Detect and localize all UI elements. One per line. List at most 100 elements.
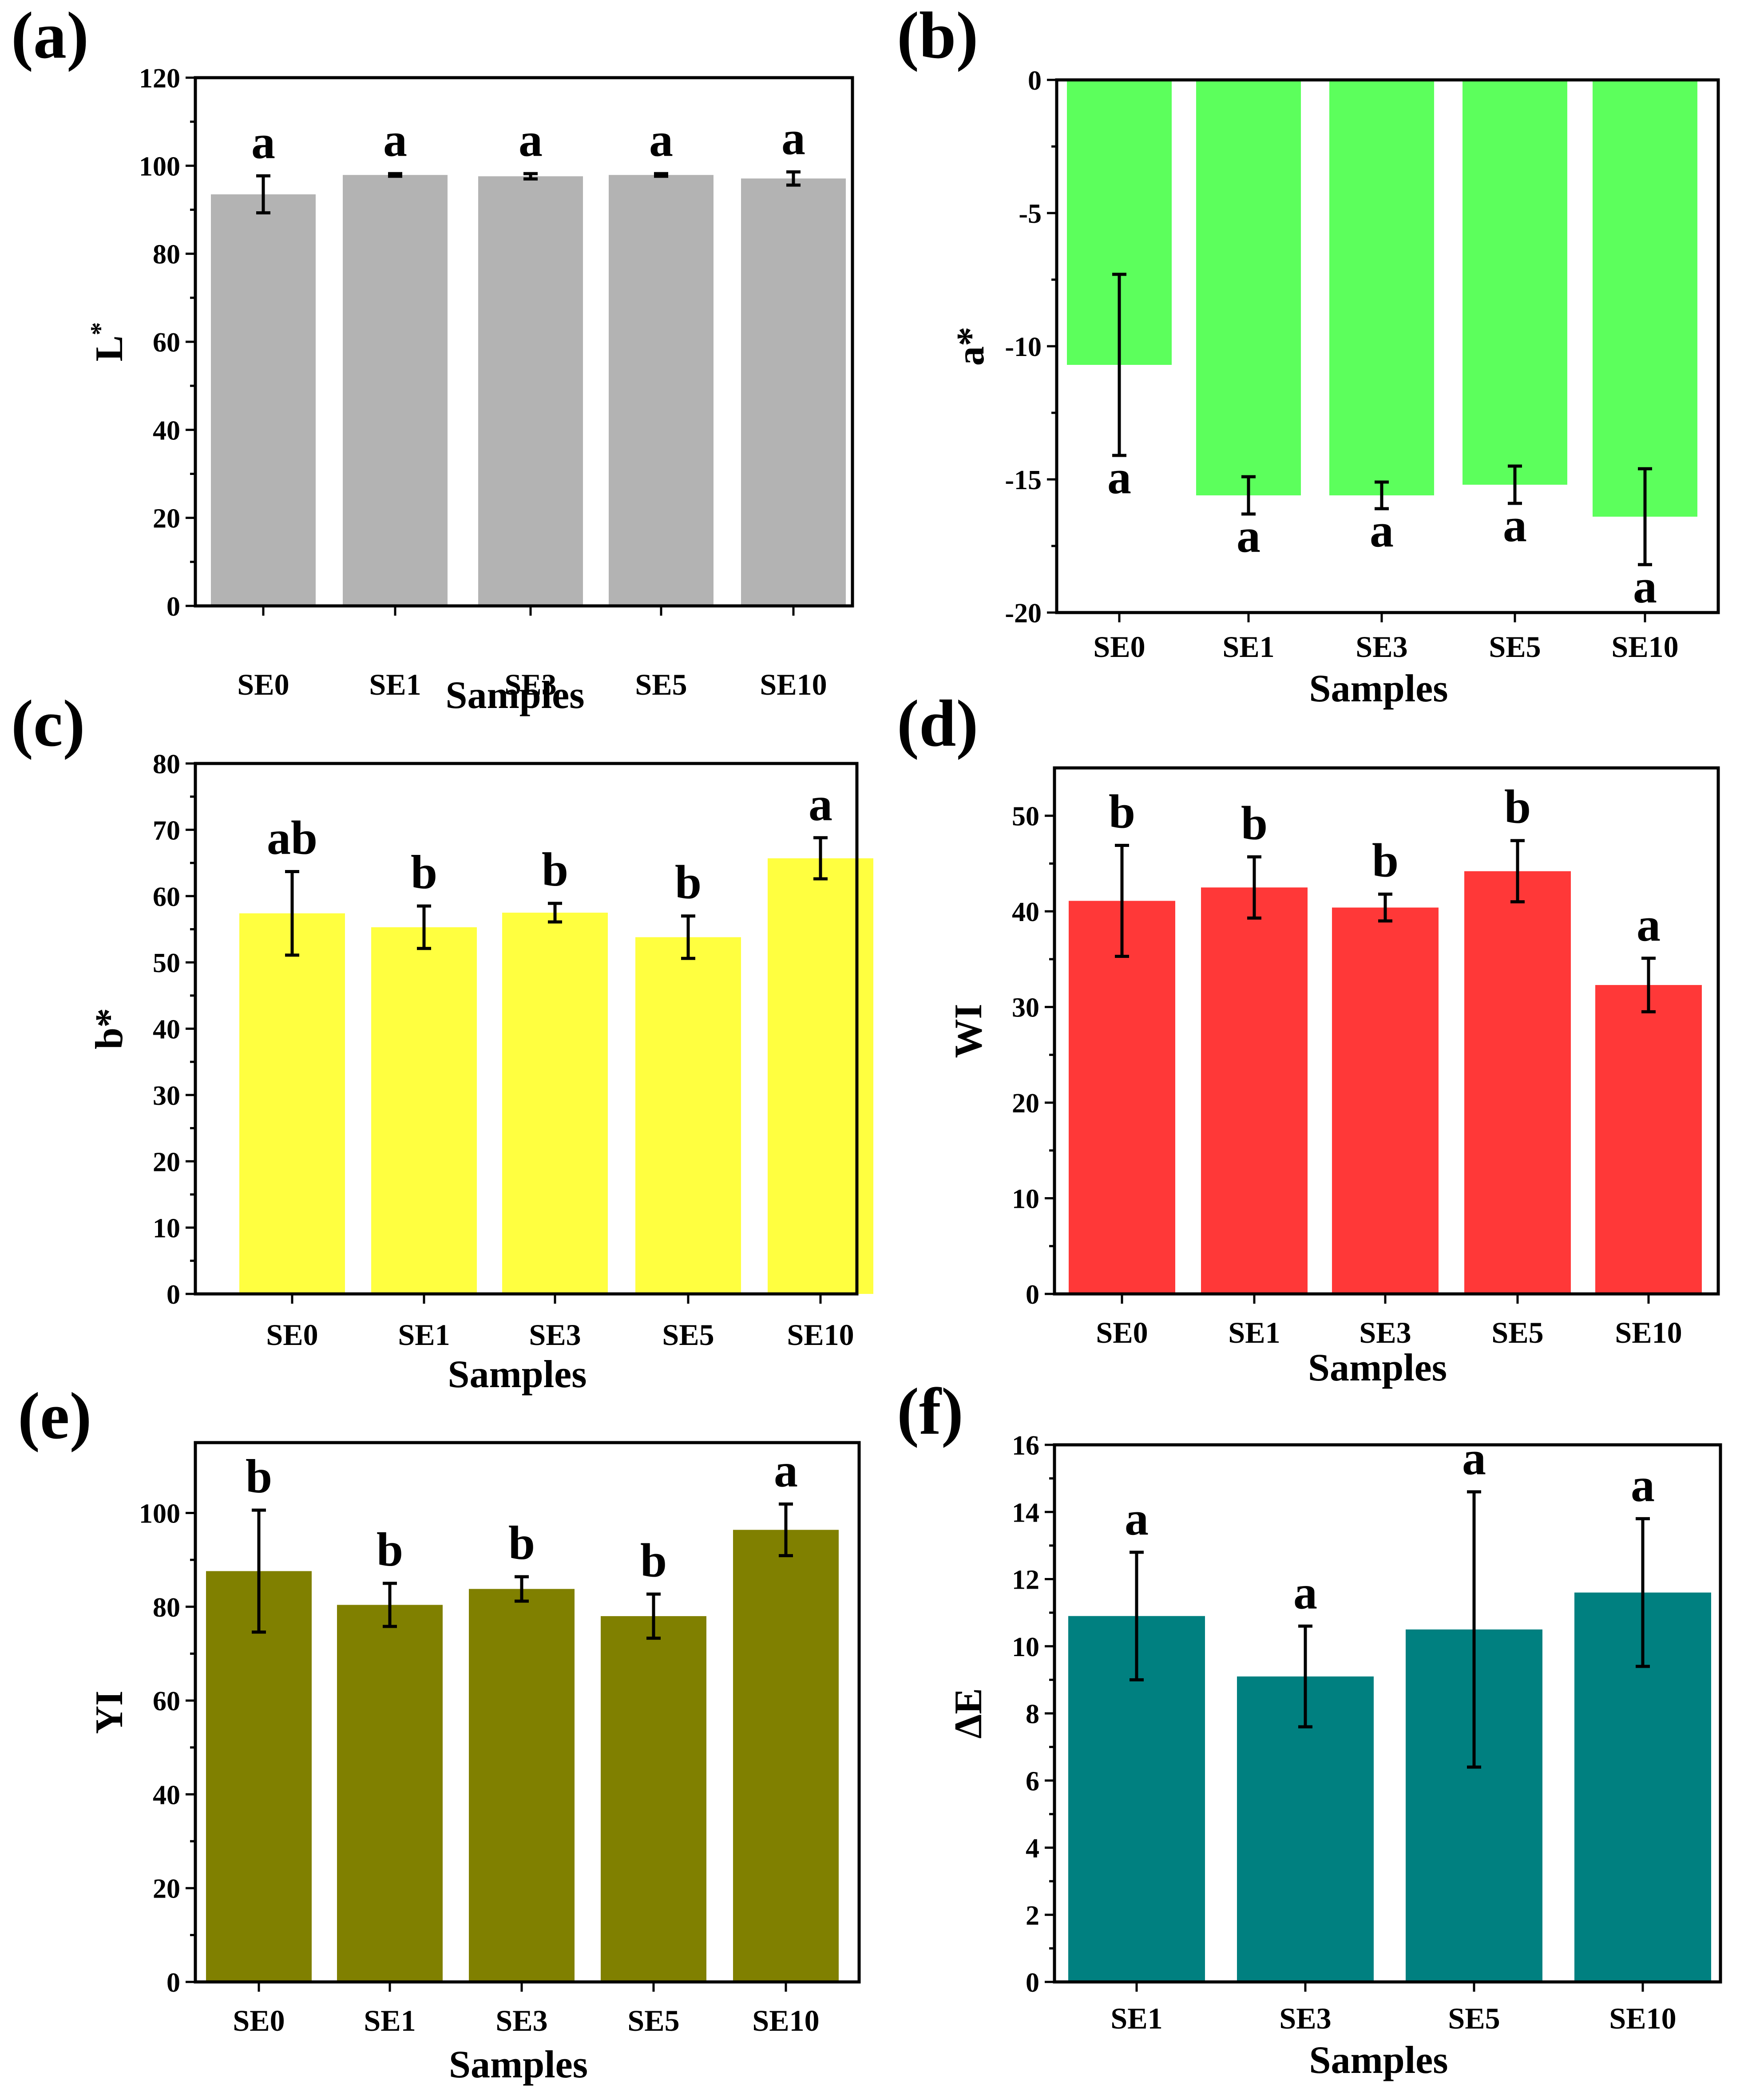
panel-label: (d)	[897, 687, 978, 760]
x-tick-label: SE3	[504, 668, 556, 701]
x-tick-label: SE1	[369, 668, 421, 701]
x-axis-title: Samples	[448, 1353, 587, 1396]
significance-letter: a	[1631, 1459, 1655, 1511]
x-tick-label: SE5	[662, 1318, 714, 1352]
significance-letter: b	[246, 1450, 272, 1503]
x-tick-label: SE5	[635, 668, 687, 701]
x-axis-title: Samples	[449, 2043, 588, 2086]
bar-se0	[206, 1571, 312, 1982]
panel-label: (e)	[18, 1379, 91, 1453]
significance-letter: a	[774, 1444, 798, 1497]
significance-letter: a	[1637, 898, 1661, 951]
panel-label: (f)	[897, 1375, 963, 1448]
significance-letter: a	[1237, 510, 1260, 562]
bar-se1	[371, 927, 477, 1294]
y-tick-label: 20	[153, 1147, 180, 1177]
significance-letter: b	[675, 856, 702, 909]
x-axis-title: Samples	[1309, 2039, 1448, 2082]
x-tick-label: SE0	[266, 1318, 318, 1352]
x-tick-label: SE1	[364, 2004, 416, 2037]
plot-frame	[1053, 1443, 1722, 1984]
y-tick-label: 40	[153, 1780, 180, 1810]
bar-se5	[1464, 871, 1571, 1294]
y-tick-label: 10	[153, 1214, 180, 1244]
significance-letter: a	[1370, 504, 1394, 557]
x-tick-label: SE1	[398, 1318, 450, 1352]
bar-se1	[343, 175, 448, 606]
y-tick-label: 60	[153, 882, 180, 912]
y-tick-label: 6	[1026, 1766, 1039, 1796]
x-tick-label: SE3	[1359, 1316, 1411, 1349]
bar-se1	[337, 1605, 443, 1982]
y-tick-label: 80	[153, 1593, 180, 1623]
significance-letter: a	[649, 114, 673, 166]
y-axis-title: ΔE	[947, 1688, 990, 1739]
y-axis-title: a*	[949, 327, 992, 366]
y-axis-title-superscript: *	[85, 322, 115, 336]
bar-se3	[478, 176, 583, 606]
y-tick-label: 60	[153, 1686, 180, 1716]
x-tick-label: SE10	[1611, 630, 1678, 664]
significance-letter: a	[519, 114, 543, 166]
significance-letter: b	[1372, 834, 1399, 887]
panel-label: (a)	[11, 0, 89, 72]
x-tick-label: SE0	[1093, 630, 1145, 664]
x-tick-label: SE10	[752, 2004, 819, 2037]
x-axis-title: Samples	[446, 674, 585, 717]
y-tick-label: 20	[153, 504, 180, 534]
bar-se10	[1593, 80, 1697, 517]
x-tick-label: SE0	[1096, 1316, 1148, 1349]
significance-letter: b	[377, 1523, 403, 1576]
bar-se3	[1332, 907, 1439, 1294]
panel-f: a SE1 a SE3 a SE5 a SE10 0 2 4 6 8 10 12 14 16 Samples ΔE (…	[897, 1375, 1722, 2082]
y-tick-label: 10	[1012, 1184, 1039, 1214]
significance-letter: b	[640, 1534, 667, 1587]
significance-letter: a	[1633, 560, 1657, 613]
x-tick-label: SE5	[627, 2004, 679, 2037]
y-tick-label: 30	[153, 1081, 180, 1111]
significance-letter: b	[542, 843, 568, 896]
y-tick-label: -5	[1019, 199, 1042, 229]
bar-se0	[1069, 901, 1175, 1294]
y-tick-label: -15	[1005, 465, 1042, 495]
y-tick-label: 60	[153, 328, 180, 358]
significance-letter: a	[383, 114, 407, 166]
significance-letter: ab	[267, 811, 317, 864]
x-tick-label: SE10	[787, 1318, 854, 1352]
significance-letter: a	[1107, 451, 1131, 504]
plot-frame	[194, 76, 854, 608]
panel-a: a SE0 a SE1 a SE3 a SE5 a SE10 0 20 40 60 80 100 120 Samp…	[11, 0, 854, 717]
x-tick-label: SE3	[529, 1318, 581, 1352]
y-axis-title: YI	[88, 1691, 131, 1734]
panel-c: ab SE0 b SE1 b SE3 b SE5 a SE10 0 10 20 30 40 50 60 70 80 S…	[11, 687, 873, 1396]
x-tick-label: SE5	[1491, 1316, 1543, 1349]
y-tick-label: 0	[166, 1968, 180, 1998]
bar-se10	[733, 1530, 839, 1982]
y-tick-label: 20	[1012, 1088, 1039, 1119]
y-tick-label: 4	[1026, 1834, 1039, 1864]
x-tick-label: SE1	[1228, 1316, 1280, 1349]
x-tick-label: SE0	[237, 668, 289, 701]
x-tick-label: SE10	[1615, 1316, 1682, 1349]
x-tick-label: SE10	[760, 668, 827, 701]
plot-frame	[1055, 78, 1720, 614]
y-tick-label: 80	[153, 240, 180, 270]
x-axis-title: Samples	[1308, 1346, 1447, 1389]
y-tick-label: 50	[153, 948, 180, 978]
y-tick-label: 8	[1026, 1699, 1039, 1729]
significance-letter: b	[1241, 797, 1268, 850]
bar-se1	[1196, 80, 1301, 495]
y-tick-label: 100	[139, 151, 180, 182]
significance-letter: b	[1504, 781, 1531, 834]
bar-se1	[1201, 887, 1308, 1294]
bar-se3	[1329, 80, 1434, 495]
significance-letter: a	[781, 112, 805, 165]
y-tick-label: 80	[153, 749, 180, 779]
x-tick-label: SE3	[1356, 630, 1407, 664]
panel-b: a SE0 a SE1 a SE3 a SE5 a SE10 -20 -15 -10 -5 0 Samples…	[897, 0, 1720, 710]
significance-letter: b	[411, 846, 437, 899]
y-axis-title: L*	[85, 322, 131, 362]
x-tick-label: SE5	[1448, 2001, 1500, 2035]
bar-se0	[211, 194, 316, 606]
significance-letter: a	[1462, 1432, 1486, 1485]
